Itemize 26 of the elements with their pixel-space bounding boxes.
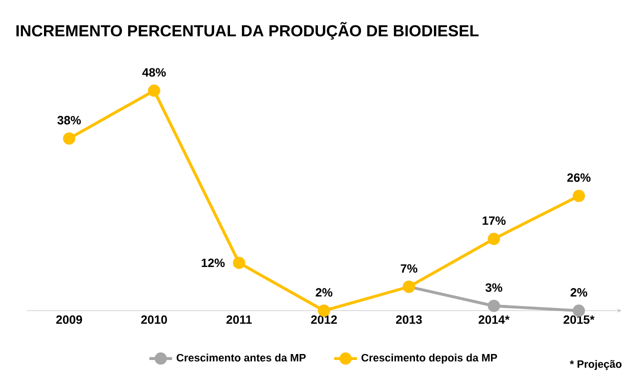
text: * Projeção [570,360,622,370]
x-tick-label: 2011 [226,315,252,324]
x-tick-label: 2012 [311,315,337,324]
x-tick-label: 2009 [56,315,82,324]
legend-label: Crescimento antes da MP [176,354,306,362]
point [488,232,500,246]
x-tick-label: 2014* [478,315,510,324]
data-label: 7% [400,264,418,273]
point [148,84,160,97]
data-label: 38% [57,116,81,124]
data-label: 2% [316,288,332,297]
point [63,132,76,145]
data-label: 2% [570,288,588,297]
point [488,300,500,312]
data-label: 3% [486,283,502,292]
data-label: 48% [142,68,166,77]
point [572,190,585,202]
data-label: 26% [567,173,591,182]
legend-label: Crescimento depois da MP [362,354,498,364]
x-tick-label: 2015* [564,315,595,324]
data-label: 17% [482,216,506,225]
x-tick-label: 2010 [141,315,167,324]
chart-title: INCREMENTO PERCENTUAL DA PRODUÇÃO DE BIODIESEL [16,22,479,40]
data-label: 12% [202,258,225,268]
point [232,256,246,269]
x-tick-label: 2013 [396,315,422,324]
